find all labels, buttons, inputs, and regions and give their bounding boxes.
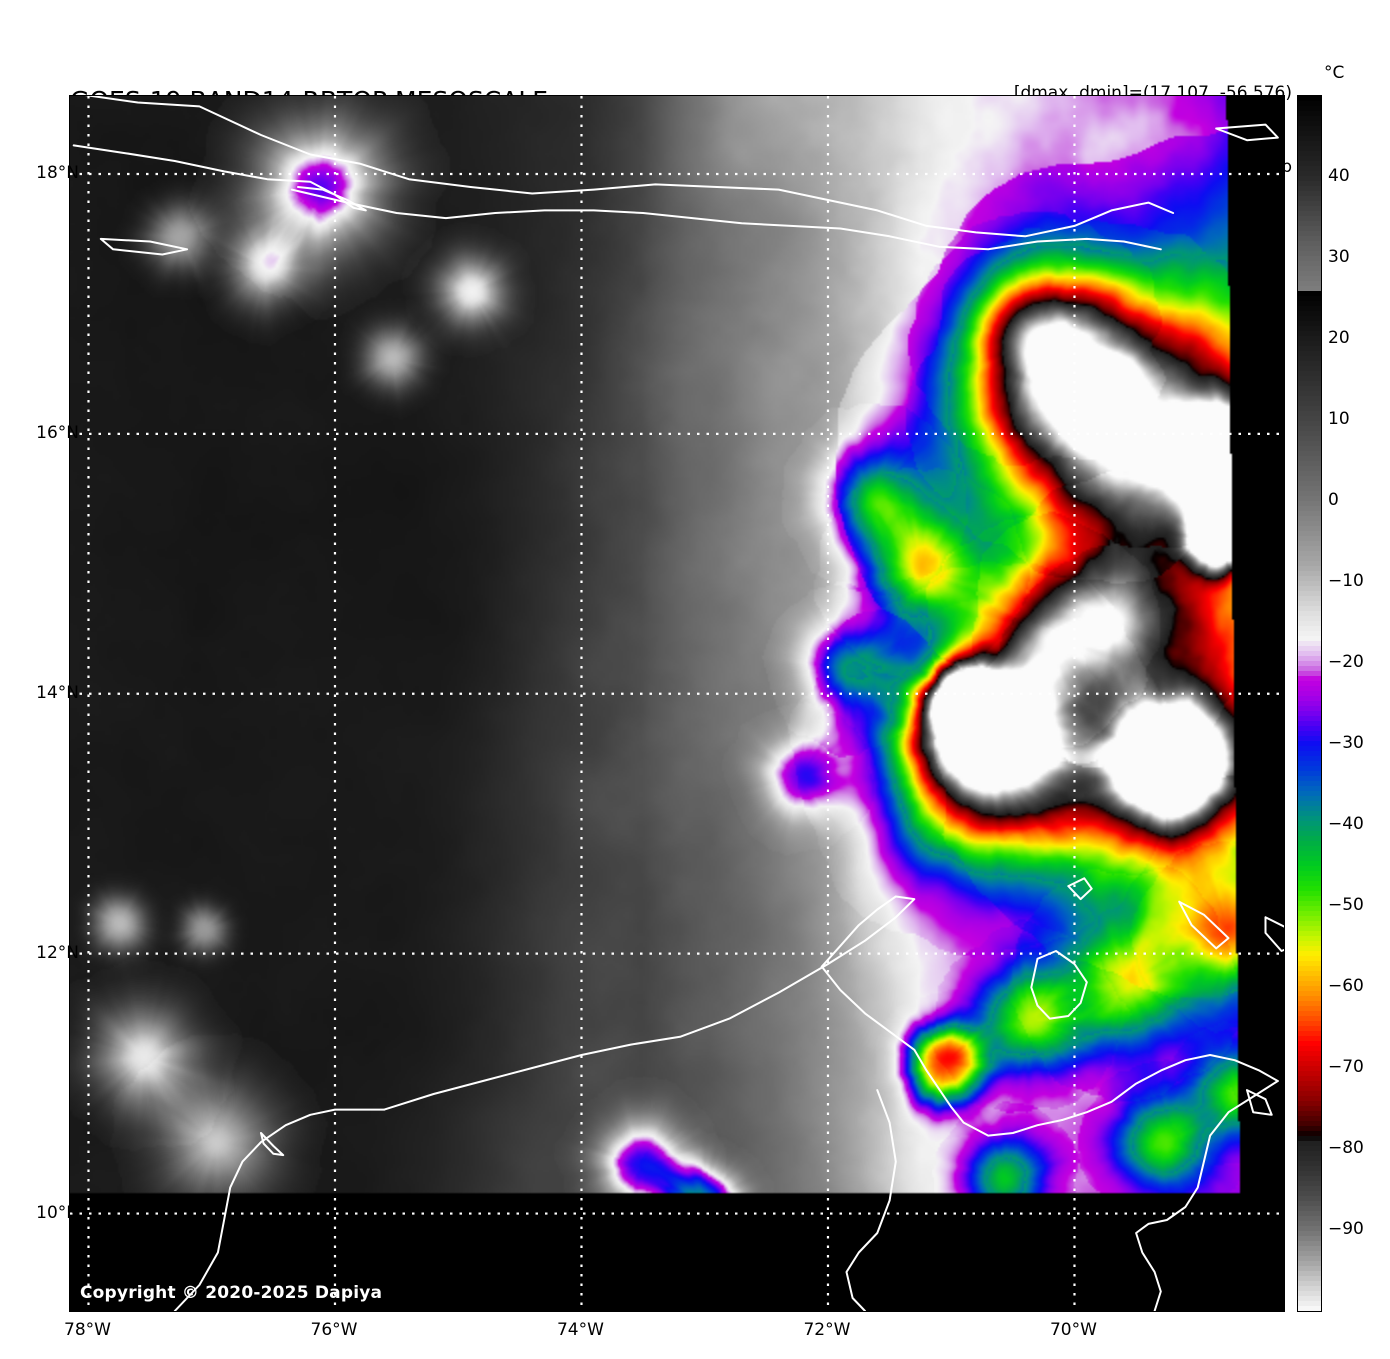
x-axis-tick-label: 76°W — [310, 1320, 358, 1340]
coastline-path — [1178, 900, 1230, 950]
coastline-path — [1061, 1054, 1279, 1121]
x-axis-tick-label: 70°W — [1049, 1320, 1097, 1340]
coastline-path — [173, 1108, 386, 1311]
colorbar-tick-label: 20 — [1328, 328, 1350, 348]
colorbar-tick-label: −30 — [1328, 733, 1364, 753]
colorbar-tick-label: 10 — [1328, 409, 1350, 429]
brightness-temperature-raster — [70, 96, 1284, 1311]
colorbar-tick-label: −90 — [1328, 1219, 1364, 1239]
coastline-path — [1067, 877, 1093, 901]
coastline-path — [84, 96, 1175, 238]
colorbar-tick-label: 30 — [1328, 247, 1350, 267]
colorbar-tick-label: −10 — [1328, 571, 1364, 591]
coastline-path — [845, 1089, 897, 1311]
y-axis-tick-label: 16°N — [36, 422, 79, 443]
colorbar-tick-label: −60 — [1328, 976, 1364, 996]
colorbar-tick-label: −50 — [1328, 895, 1364, 915]
y-axis-tick-label: 14°N — [36, 682, 79, 703]
colorbar-tick-label: 40 — [1328, 166, 1350, 186]
coastline-path — [290, 188, 1162, 251]
coastline-path — [260, 1132, 285, 1157]
colorbar-gradient — [1298, 96, 1321, 1311]
coastline-path — [72, 144, 367, 212]
x-axis-tick-label: 78°W — [64, 1320, 111, 1340]
x-axis-tick-label: 72°W — [803, 1320, 851, 1340]
temperature-colorbar — [1297, 95, 1322, 1312]
coastline-path — [1264, 916, 1284, 952]
coastline-overlay — [72, 96, 1284, 1311]
colorbar-tick-label: −80 — [1328, 1138, 1364, 1158]
y-axis-tick-label: 18°N — [36, 162, 79, 183]
colorbar-unit-label: °C — [1324, 63, 1345, 83]
copyright-label: Copyright © 2020-2025 Dapiya — [80, 1283, 383, 1303]
coastline-path — [820, 965, 1064, 1137]
colorbar-tick-label: 0 — [1328, 490, 1339, 510]
colorbar-tick-label: −40 — [1328, 814, 1364, 834]
coastline-path — [1246, 1089, 1273, 1116]
satellite-image-plot — [69, 95, 1285, 1312]
coastline-path — [1215, 123, 1279, 142]
coastline-path — [99, 237, 189, 256]
colorbar-tick-label: −20 — [1328, 652, 1364, 672]
x-axis-tick-label: 74°W — [556, 1320, 604, 1340]
coastline-path — [383, 895, 916, 1111]
y-axis-tick-label: 10°N — [36, 1202, 79, 1223]
satellite-raster — [70, 96, 1284, 1311]
colorbar-tick-label: −70 — [1328, 1057, 1364, 1077]
coastline-path — [1135, 1080, 1279, 1311]
y-axis-tick-label: 12°N — [36, 942, 79, 963]
